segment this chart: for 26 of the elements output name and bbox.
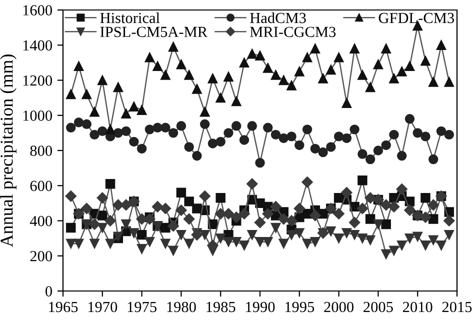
x-tick-label: 1965: [49, 302, 78, 312]
y-axis-title: Annual precipitation (mm): [0, 54, 16, 248]
x-tick-label: 1995: [285, 302, 314, 312]
legend-label: Historical: [100, 12, 160, 24]
legend-label: MRI-CGCM3: [250, 26, 336, 38]
x-tick-label: 1970: [88, 302, 118, 312]
x-tick-label: 2000: [324, 302, 354, 312]
y-tick-label: 1600: [23, 5, 52, 16]
y-tick-label: 200: [30, 251, 52, 262]
y-tick-label: 800: [30, 146, 52, 156]
x-tick-label: 2015: [442, 302, 472, 312]
y-tick-label: 400: [30, 216, 52, 226]
legend-label: HadCM3: [250, 12, 306, 24]
y-tick-label: 1200: [23, 75, 52, 86]
legend-label: IPSL-CM5A-MR: [100, 26, 208, 38]
x-tick-label: 2005: [364, 302, 393, 312]
y-tick-label: 1000: [23, 110, 52, 121]
x-tick-label: 1975: [128, 302, 156, 312]
legend-label: GFDL-CM3: [378, 12, 454, 24]
y-tick-label: 0: [46, 286, 52, 296]
y-tick-label: 600: [30, 180, 52, 192]
x-tick-label: 1990: [246, 302, 275, 312]
y-tick-label: 1400: [23, 40, 52, 51]
x-tick-label: 2010: [402, 302, 432, 312]
x-tick-label: 1980: [167, 302, 196, 312]
x-tick-label: 1985: [206, 302, 236, 312]
